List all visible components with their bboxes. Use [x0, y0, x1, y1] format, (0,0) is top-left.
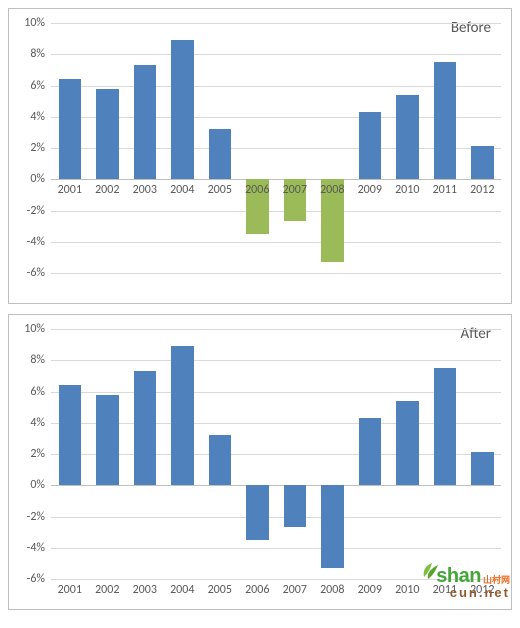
- x-tick-label: 2001: [51, 183, 89, 197]
- x-tick-label: 2008: [314, 183, 352, 197]
- plot-area: -6%-4%-2%0%2%4%6%8%10%200120022003200420…: [51, 23, 501, 273]
- x-tick-label: 2012: [464, 183, 502, 197]
- y-tick-label: 0%: [30, 478, 45, 492]
- y-tick-label: -6%: [27, 572, 45, 586]
- chart-panel: Before-6%-4%-2%0%2%4%6%8%10%200120022003…: [8, 8, 512, 304]
- y-tick-label: -2%: [27, 510, 45, 524]
- bar-cell: [51, 23, 89, 273]
- bar-cell: [239, 23, 277, 273]
- y-tick-label: -2%: [27, 204, 45, 218]
- y-tick-label: -6%: [27, 266, 45, 280]
- y-tick-label: 8%: [30, 47, 45, 61]
- y-tick-label: 10%: [24, 322, 45, 336]
- x-tick-label: 2003: [126, 183, 164, 197]
- bar: [434, 368, 457, 485]
- bar-cell: [276, 329, 314, 579]
- bar-cell: [126, 329, 164, 579]
- bar-cell: [389, 23, 427, 273]
- x-tick-label: 2002: [89, 183, 127, 197]
- bar-cell: [126, 23, 164, 273]
- x-tick-label: 2004: [164, 583, 202, 597]
- y-tick-label: 2%: [30, 447, 45, 461]
- bar-cell: [89, 329, 127, 579]
- y-tick-label: 8%: [30, 353, 45, 367]
- y-tick-label: 4%: [30, 110, 45, 124]
- x-labels: 2001200220032004200520062007200820092010…: [51, 583, 501, 597]
- y-tick-label: 0%: [30, 172, 45, 186]
- bar: [396, 401, 419, 485]
- x-tick-label: 2005: [201, 583, 239, 597]
- bar: [359, 418, 382, 485]
- bar: [396, 95, 419, 179]
- bar: [209, 435, 232, 485]
- bar: [359, 112, 382, 179]
- bar: [321, 485, 344, 568]
- x-tick-label: 2011: [426, 583, 464, 597]
- x-tick-label: 2008: [314, 583, 352, 597]
- bar: [59, 385, 82, 485]
- plot-area: -6%-4%-2%0%2%4%6%8%10%200120022003200420…: [51, 329, 501, 579]
- bar-cell: [89, 23, 127, 273]
- x-tick-label: 2001: [51, 583, 89, 597]
- y-tick-label: 6%: [30, 79, 45, 93]
- x-tick-label: 2010: [389, 183, 427, 197]
- x-tick-label: 2012: [464, 583, 502, 597]
- x-tick-label: 2006: [239, 183, 277, 197]
- bar-cell: [464, 329, 502, 579]
- bar-cell: [389, 329, 427, 579]
- bar: [209, 129, 232, 179]
- x-labels: 2001200220032004200520062007200820092010…: [51, 183, 501, 197]
- y-tick-label: 2%: [30, 141, 45, 155]
- x-tick-label: 2010: [389, 583, 427, 597]
- bar: [171, 40, 194, 179]
- y-tick-label: 4%: [30, 416, 45, 430]
- bar-cell: [426, 329, 464, 579]
- bar: [246, 485, 269, 540]
- bar: [134, 65, 157, 179]
- bar-cell: [51, 329, 89, 579]
- bars-container: [51, 329, 501, 579]
- y-tick-label: 10%: [24, 16, 45, 30]
- bar: [96, 395, 119, 486]
- x-tick-label: 2009: [351, 183, 389, 197]
- x-tick-label: 2007: [276, 583, 314, 597]
- bars-container: [51, 23, 501, 273]
- bar-cell: [164, 23, 202, 273]
- bar: [171, 346, 194, 485]
- bar-cell: [351, 329, 389, 579]
- gridline: [51, 579, 501, 580]
- x-tick-label: 2002: [89, 583, 127, 597]
- y-tick-label: -4%: [27, 541, 45, 555]
- bar: [434, 62, 457, 179]
- bar: [471, 452, 494, 485]
- x-tick-label: 2003: [126, 583, 164, 597]
- bar: [284, 485, 307, 527]
- bar-cell: [201, 329, 239, 579]
- bar-cell: [314, 329, 352, 579]
- x-tick-label: 2009: [351, 583, 389, 597]
- bar: [471, 146, 494, 179]
- bar-cell: [164, 329, 202, 579]
- x-tick-label: 2004: [164, 183, 202, 197]
- y-tick-label: 6%: [30, 385, 45, 399]
- bar-cell: [464, 23, 502, 273]
- bar-cell: [351, 23, 389, 273]
- x-tick-label: 2011: [426, 183, 464, 197]
- bar-cell: [201, 23, 239, 273]
- gridline: [51, 273, 501, 274]
- bar-cell: [426, 23, 464, 273]
- y-tick-label: -4%: [27, 235, 45, 249]
- bar-cell: [276, 23, 314, 273]
- bar-cell: [239, 329, 277, 579]
- bar: [59, 79, 82, 179]
- bar: [134, 371, 157, 485]
- chart-panel: After-6%-4%-2%0%2%4%6%8%10%2001200220032…: [8, 314, 512, 610]
- bar-cell: [314, 23, 352, 273]
- x-tick-label: 2005: [201, 183, 239, 197]
- x-tick-label: 2007: [276, 183, 314, 197]
- x-tick-label: 2006: [239, 583, 277, 597]
- bar: [96, 89, 119, 180]
